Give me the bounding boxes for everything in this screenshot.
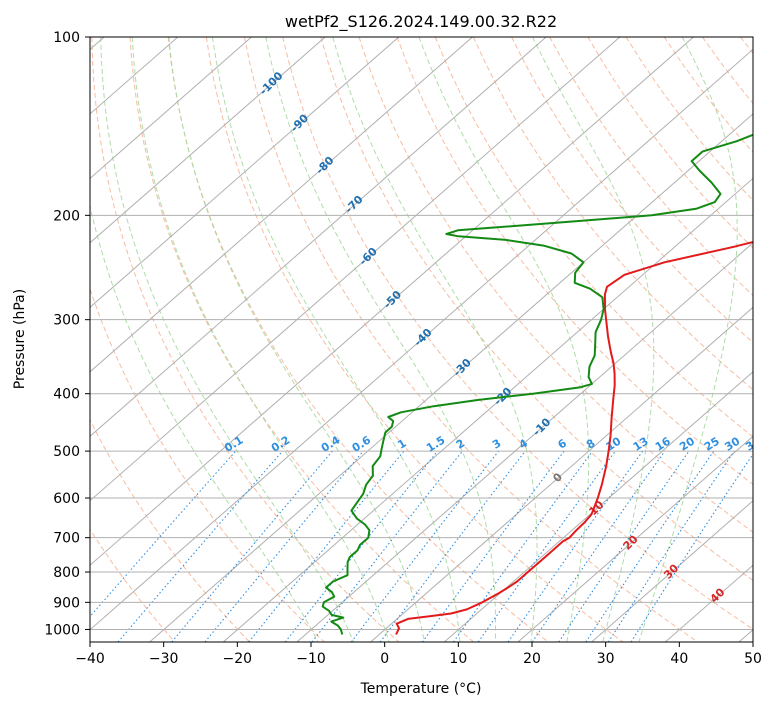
y-tick-label: 1000	[44, 622, 80, 638]
x-tick-label: 40	[670, 651, 688, 667]
y-tick-label: 400	[53, 387, 80, 403]
y-axis-label: Pressure (hPa)	[12, 289, 28, 389]
y-tick-label: 300	[53, 313, 80, 329]
y-tick-label: 200	[53, 208, 80, 224]
x-tick-label: −40	[75, 651, 105, 667]
x-tick-label: 50	[744, 651, 762, 667]
y-tick-label: 500	[53, 444, 80, 460]
x-tick-label: 20	[523, 651, 541, 667]
x-tick-label: 30	[597, 651, 615, 667]
y-tick-label: 900	[53, 595, 80, 611]
x-tick-label: 0	[380, 651, 389, 667]
x-tick-label: 10	[449, 651, 467, 667]
y-tick-label: 700	[53, 531, 80, 547]
chart-title: wetPf2_S126.2024.149.00.32.R22	[285, 12, 557, 32]
x-axis-label: Temperature (°C)	[360, 681, 482, 697]
x-tick-label: −30	[149, 651, 179, 667]
y-tick-label: 800	[53, 565, 80, 581]
x-tick-label: −20	[223, 651, 253, 667]
y-tick-label: 600	[53, 491, 80, 507]
x-tick-label: −10	[296, 651, 326, 667]
y-tick-label: 100	[53, 30, 80, 46]
